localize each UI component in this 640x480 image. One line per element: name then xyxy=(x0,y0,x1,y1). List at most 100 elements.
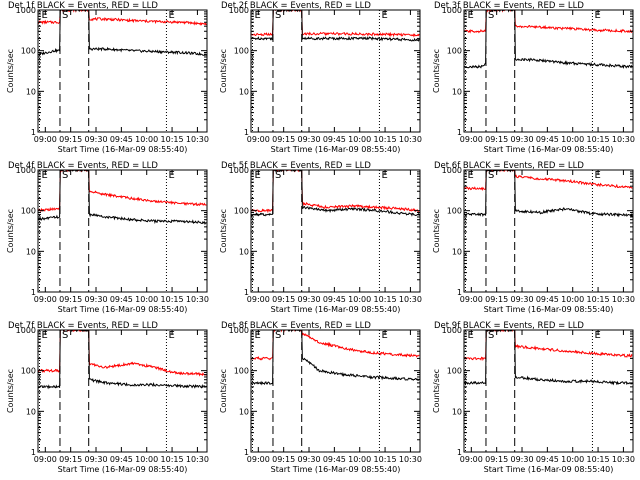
plot-frame xyxy=(250,9,421,133)
y-tick-label: 1 xyxy=(244,288,249,297)
series-line-events xyxy=(251,330,420,386)
y-tick-label: 10 xyxy=(26,247,36,256)
x-axis-label: Start Time (16-Mar-09 08:55:40) xyxy=(271,465,401,474)
x-tick-label: 09:45 xyxy=(110,455,133,464)
x-tick-label: 10:00 xyxy=(561,455,584,464)
x-tick-label: 09:15 xyxy=(485,135,508,144)
y-tick-label: 1000 xyxy=(16,326,36,335)
marker-label-0: E xyxy=(468,330,474,341)
x-tick-label: 10:30 xyxy=(612,295,635,304)
marker-label-1: S xyxy=(275,10,281,21)
x-axis-label: Start Time (16-Mar-09 08:55:40) xyxy=(484,145,614,154)
panel-title: Det 3f BLACK = Events, RED = LLD xyxy=(434,1,584,11)
y-tick-label: 1000 xyxy=(16,6,36,15)
marker-label-1: S xyxy=(62,10,68,21)
y-tick-label: 1000 xyxy=(229,6,249,15)
marker-label-0: E xyxy=(468,10,474,21)
x-tick-label: 10:30 xyxy=(612,455,635,464)
y-tick-label: 1 xyxy=(244,448,249,457)
plot-frame xyxy=(37,329,208,453)
y-tick-label: 1000 xyxy=(442,166,462,175)
x-tick-label: 09:15 xyxy=(272,295,295,304)
x-tick-label: 09:45 xyxy=(323,455,346,464)
y-axis-label: Counts/sec xyxy=(6,49,15,93)
y-tick-label: 1 xyxy=(457,128,462,137)
marker-label-1: S xyxy=(62,330,68,341)
marker-label-3: E xyxy=(168,10,174,21)
y-tick-label: 1 xyxy=(31,288,36,297)
x-axis-label: Start Time (16-Mar-09 08:55:40) xyxy=(271,305,401,314)
marker-label-3: E xyxy=(594,10,600,21)
x-tick-label: 09:30 xyxy=(297,295,320,304)
x-tick-label: 09:00 xyxy=(34,135,57,144)
x-tick-label: 09:45 xyxy=(536,295,559,304)
x-axis-label: Start Time (16-Mar-09 08:55:40) xyxy=(58,145,188,154)
x-tick-label: 10:15 xyxy=(587,455,610,464)
y-tick-label: 1000 xyxy=(442,6,462,15)
y-axis-label: Counts/sec xyxy=(219,49,228,93)
x-tick-label: 09:30 xyxy=(297,135,320,144)
y-tick-label: 1000 xyxy=(16,166,36,175)
x-tick-label: 10:30 xyxy=(612,135,635,144)
x-axis-label: Start Time (16-Mar-09 08:55:40) xyxy=(484,305,614,314)
marker-label-1: S xyxy=(488,170,494,181)
panel-title: Det 2f BLACK = Events, RED = LLD xyxy=(221,1,371,11)
y-tick-label: 100 xyxy=(447,47,462,56)
plot-frame xyxy=(463,329,634,453)
x-tick-label: 09:45 xyxy=(110,135,133,144)
x-tick-label: 09:15 xyxy=(59,295,82,304)
y-tick-label: 100 xyxy=(234,367,249,376)
plot-frame xyxy=(37,9,208,133)
x-tick-label: 09:00 xyxy=(460,135,483,144)
marker-label-0: E xyxy=(255,330,261,341)
x-tick-label: 10:30 xyxy=(399,135,422,144)
x-tick-label: 10:00 xyxy=(348,135,371,144)
marker-label-3: E xyxy=(381,330,387,341)
plot-frame xyxy=(463,9,634,133)
x-tick-label: 09:45 xyxy=(536,135,559,144)
panel-title: Det 6f BLACK = Events, RED = LLD xyxy=(434,161,584,171)
x-tick-label: 10:00 xyxy=(135,135,158,144)
series-group xyxy=(38,330,207,390)
x-tick-label: 09:30 xyxy=(84,455,107,464)
x-axis-label: Start Time (16-Mar-09 08:55:40) xyxy=(58,465,188,474)
y-axis-label: Counts/sec xyxy=(219,209,228,253)
y-tick-label: 10 xyxy=(26,407,36,416)
y-tick-label: 10 xyxy=(239,87,249,96)
x-tick-label: 10:30 xyxy=(186,455,209,464)
series-line-lld xyxy=(251,170,420,214)
x-tick-label: 09:00 xyxy=(34,455,57,464)
x-axis-label: Start Time (16-Mar-09 08:55:40) xyxy=(271,145,401,154)
x-tick-label: 10:30 xyxy=(186,135,209,144)
x-tick-label: 09:30 xyxy=(510,295,533,304)
x-tick-label: 09:45 xyxy=(536,455,559,464)
panel-title: Det 9f BLACK = Events, RED = LLD xyxy=(434,321,584,331)
y-tick-label: 10 xyxy=(452,87,462,96)
y-axis-label: Counts/sec xyxy=(6,369,15,413)
y-axis-label: Counts/sec xyxy=(6,209,15,253)
x-tick-label: 10:00 xyxy=(561,295,584,304)
marker-label-0: E xyxy=(255,10,261,21)
x-tick-label: 10:15 xyxy=(374,455,397,464)
x-tick-label: 09:15 xyxy=(272,455,295,464)
y-tick-label: 10 xyxy=(452,407,462,416)
x-axis-label: Start Time (16-Mar-09 08:55:40) xyxy=(58,305,188,314)
x-tick-label: 10:00 xyxy=(348,455,371,464)
x-tick-label: 09:45 xyxy=(323,135,346,144)
y-tick-label: 100 xyxy=(234,47,249,56)
y-tick-label: 10 xyxy=(239,407,249,416)
x-tick-label: 10:15 xyxy=(161,135,184,144)
x-tick-label: 09:45 xyxy=(110,295,133,304)
y-tick-label: 100 xyxy=(21,367,36,376)
series-line-events xyxy=(464,170,633,218)
x-tick-label: 10:15 xyxy=(374,295,397,304)
x-tick-label: 10:15 xyxy=(161,295,184,304)
x-tick-label: 09:00 xyxy=(460,295,483,304)
